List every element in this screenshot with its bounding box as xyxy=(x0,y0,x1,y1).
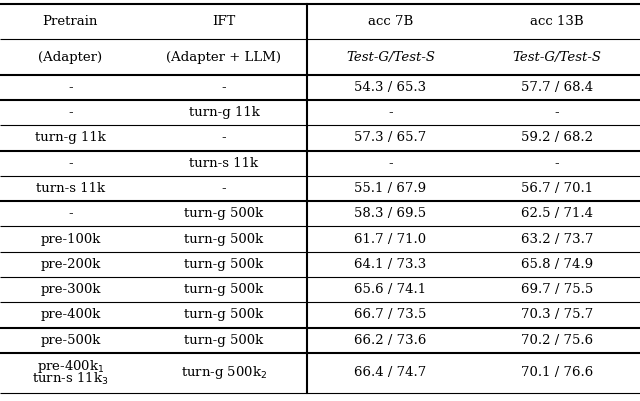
Text: 55.1 / 67.9: 55.1 / 67.9 xyxy=(355,182,426,195)
Text: turn-s 11k: turn-s 11k xyxy=(36,182,105,195)
Text: 70.2 / 75.6: 70.2 / 75.6 xyxy=(521,334,593,347)
Text: -: - xyxy=(221,132,227,144)
Text: pre-200k: pre-200k xyxy=(40,258,100,271)
Text: 57.7 / 68.4: 57.7 / 68.4 xyxy=(521,81,593,94)
Text: pre-400k: pre-400k xyxy=(40,308,100,321)
Text: -: - xyxy=(68,207,73,220)
Text: turn-g 500k: turn-g 500k xyxy=(184,207,264,220)
Text: -: - xyxy=(221,81,227,94)
Text: -: - xyxy=(221,182,227,195)
Text: acc 7B: acc 7B xyxy=(368,15,413,28)
Text: 66.4 / 74.7: 66.4 / 74.7 xyxy=(355,367,426,379)
Text: -: - xyxy=(554,106,559,119)
Text: Pretrain: Pretrain xyxy=(43,15,98,28)
Text: pre-400k$_1$: pre-400k$_1$ xyxy=(36,358,104,375)
Text: 66.7 / 73.5: 66.7 / 73.5 xyxy=(354,308,427,321)
Text: 58.3 / 69.5: 58.3 / 69.5 xyxy=(355,207,426,220)
Text: 70.3 / 75.7: 70.3 / 75.7 xyxy=(521,308,593,321)
Text: turn-g 500k: turn-g 500k xyxy=(184,334,264,347)
Text: 57.3 / 65.7: 57.3 / 65.7 xyxy=(355,132,426,144)
Text: 65.6 / 74.1: 65.6 / 74.1 xyxy=(355,283,426,296)
Text: (Adapter): (Adapter) xyxy=(38,51,102,63)
Text: 63.2 / 73.7: 63.2 / 73.7 xyxy=(520,233,593,245)
Text: IFT: IFT xyxy=(212,15,236,28)
Text: pre-500k: pre-500k xyxy=(40,334,100,347)
Text: Test-G/Test-S: Test-G/Test-S xyxy=(512,51,602,63)
Text: acc 13B: acc 13B xyxy=(530,15,584,28)
Text: 69.7 / 75.5: 69.7 / 75.5 xyxy=(521,283,593,296)
Text: turn-s 11k$_3$: turn-s 11k$_3$ xyxy=(32,371,109,387)
Text: 66.2 / 73.6: 66.2 / 73.6 xyxy=(354,334,427,347)
Text: turn-g 500k$_2$: turn-g 500k$_2$ xyxy=(181,365,267,381)
Text: -: - xyxy=(68,106,73,119)
Text: pre-300k: pre-300k xyxy=(40,283,100,296)
Text: (Adapter + LLM): (Adapter + LLM) xyxy=(166,51,282,63)
Text: 64.1 / 73.3: 64.1 / 73.3 xyxy=(355,258,426,271)
Text: 59.2 / 68.2: 59.2 / 68.2 xyxy=(521,132,593,144)
Text: -: - xyxy=(388,106,393,119)
Text: turn-g 500k: turn-g 500k xyxy=(184,258,264,271)
Text: turn-g 11k: turn-g 11k xyxy=(35,132,106,144)
Text: 54.3 / 65.3: 54.3 / 65.3 xyxy=(355,81,426,94)
Text: turn-s 11k: turn-s 11k xyxy=(189,157,259,170)
Text: pre-100k: pre-100k xyxy=(40,233,100,245)
Text: turn-g 11k: turn-g 11k xyxy=(189,106,259,119)
Text: 56.7 / 70.1: 56.7 / 70.1 xyxy=(521,182,593,195)
Text: -: - xyxy=(388,157,393,170)
Text: 62.5 / 71.4: 62.5 / 71.4 xyxy=(521,207,593,220)
Text: -: - xyxy=(68,81,73,94)
Text: turn-g 500k: turn-g 500k xyxy=(184,233,264,245)
Text: turn-g 500k: turn-g 500k xyxy=(184,283,264,296)
Text: turn-g 500k: turn-g 500k xyxy=(184,308,264,321)
Text: -: - xyxy=(68,157,73,170)
Text: Test-G/Test-S: Test-G/Test-S xyxy=(346,51,435,63)
Text: -: - xyxy=(554,157,559,170)
Text: 61.7 / 71.0: 61.7 / 71.0 xyxy=(355,233,426,245)
Text: 70.1 / 76.6: 70.1 / 76.6 xyxy=(521,367,593,379)
Text: 65.8 / 74.9: 65.8 / 74.9 xyxy=(521,258,593,271)
